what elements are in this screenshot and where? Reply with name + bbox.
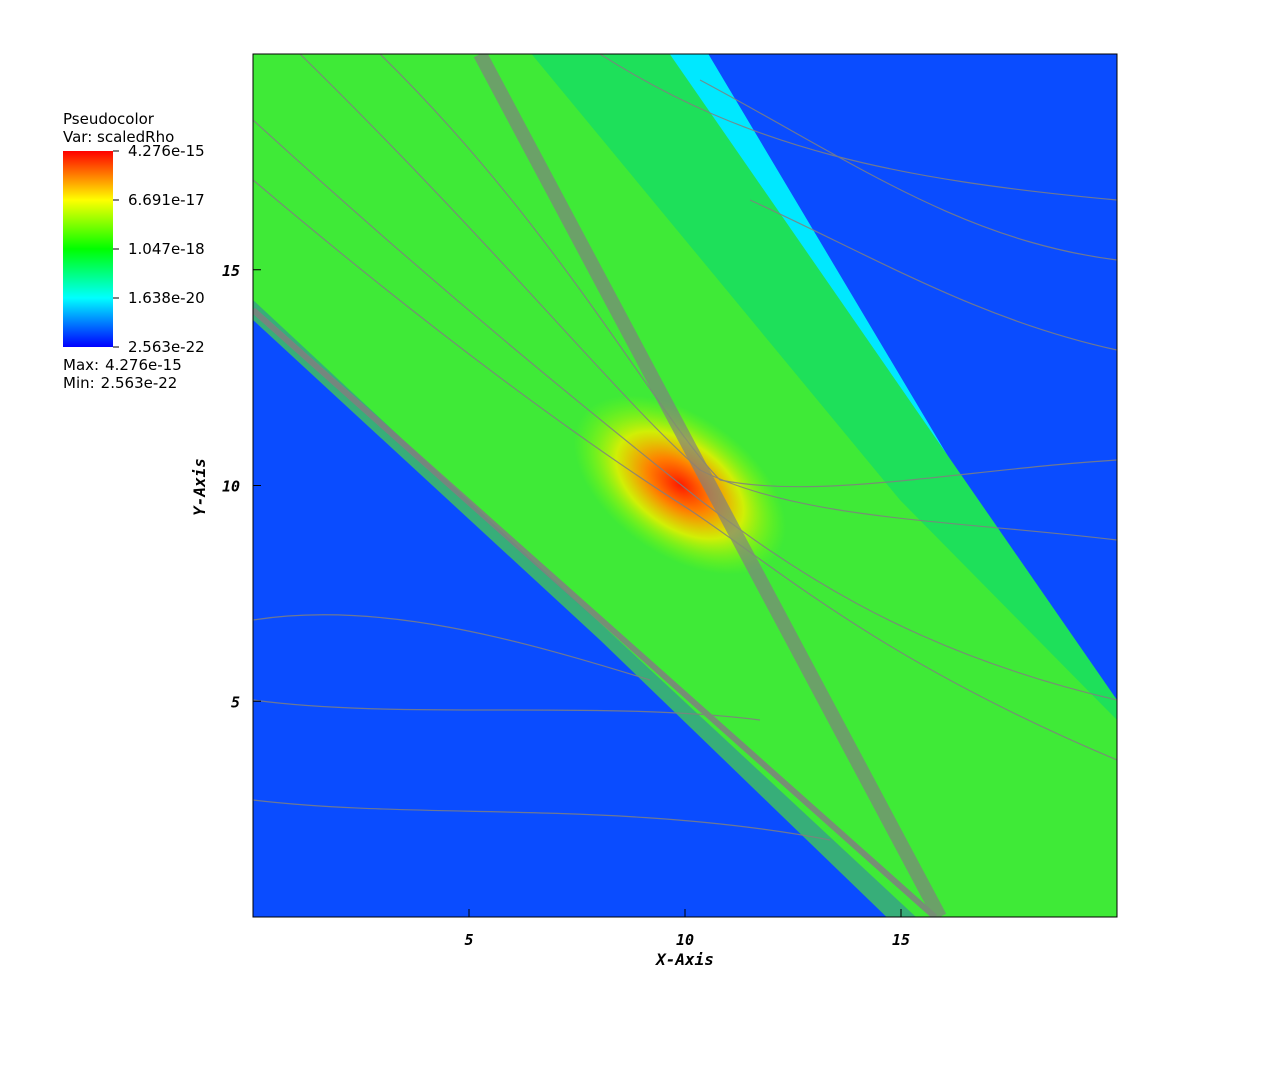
x-axis-label: X-Axis bbox=[654, 950, 714, 969]
max-label: Max: bbox=[63, 356, 99, 374]
colorbar-tick-label: 6.691e-17 bbox=[128, 191, 205, 209]
min-label: Min: bbox=[63, 374, 95, 392]
streamlines bbox=[253, 54, 1117, 917]
x-tick-label: 15 bbox=[892, 931, 910, 949]
y-tick-label: 10 bbox=[222, 478, 240, 496]
field bbox=[253, 54, 1117, 917]
colorbar-tick-label: 1.638e-20 bbox=[128, 289, 205, 307]
legend-subtitle: Var: scaledRho bbox=[63, 128, 174, 146]
max-value: 4.276e-15 bbox=[105, 356, 182, 374]
x-tick-label: 10 bbox=[676, 931, 694, 949]
colorbar bbox=[63, 151, 113, 347]
colorbar-tick-label: 2.563e-22 bbox=[128, 338, 205, 356]
y-tick-label: 5 bbox=[231, 693, 240, 711]
y-axis-label: Y-Axis bbox=[190, 458, 209, 516]
legend-max: Max: 4.276e-15 bbox=[63, 356, 182, 374]
colorbar-tick-label: 4.276e-15 bbox=[128, 142, 205, 160]
legend-title: Pseudocolor bbox=[63, 110, 155, 128]
y-tick-label: 15 bbox=[222, 262, 240, 280]
colorbar-tick-label: 1.047e-18 bbox=[128, 240, 205, 258]
legend-min: Min: 2.563e-22 bbox=[63, 374, 177, 392]
min-value: 2.563e-22 bbox=[101, 374, 178, 392]
x-tick-label: 5 bbox=[464, 931, 473, 949]
